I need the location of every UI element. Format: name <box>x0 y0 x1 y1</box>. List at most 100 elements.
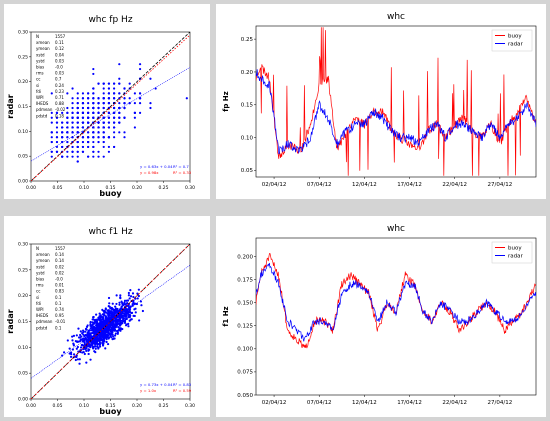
fit-line <box>31 67 190 162</box>
stat-name: xstd <box>36 52 45 57</box>
scatter-point <box>92 342 95 345</box>
scatter-point <box>119 296 122 299</box>
scatter-point <box>95 321 98 324</box>
scatter-point <box>97 155 100 158</box>
scatter-point <box>106 342 110 346</box>
fit-origin-equation: y = 0.98x <box>140 170 159 175</box>
scatter-point <box>80 335 83 338</box>
scatter-point <box>66 92 69 95</box>
scatter-point <box>79 333 82 337</box>
scatter-point <box>149 102 152 105</box>
scatter-point <box>126 312 129 315</box>
scatter-point <box>123 312 126 315</box>
scatter-point <box>101 334 105 337</box>
scatter-point <box>85 361 88 364</box>
y-tick-label: 0.15 <box>241 103 254 109</box>
scatter-point <box>113 111 116 114</box>
scatter-point <box>108 302 111 305</box>
scatter-point <box>92 92 95 95</box>
fit-equation: y = 0.63x + 0.04 <box>140 164 173 169</box>
scatter-point <box>81 92 85 95</box>
scatter-point <box>91 318 94 321</box>
scatter-point <box>128 308 131 312</box>
y-tick-label: 0.125 <box>237 324 253 330</box>
stat-value: -0.0 <box>55 277 63 282</box>
stat-value: 0.01 <box>55 283 64 288</box>
scatter-point <box>101 341 104 345</box>
scatter-point <box>92 330 95 333</box>
x-tick-label: 07/04/12 <box>307 400 332 406</box>
stat-name: WPI <box>36 95 44 100</box>
scatter-point <box>113 131 116 134</box>
x-tick-label: 27/04/12 <box>488 400 513 406</box>
scatter-point <box>96 327 99 330</box>
scatter-point <box>121 311 124 314</box>
scatter-point <box>111 333 114 336</box>
x-tick-label: 22/04/12 <box>442 400 467 406</box>
scatter-point <box>76 121 79 124</box>
stat-value: 0.14 <box>55 252 64 257</box>
scatter-point <box>104 307 107 310</box>
scatter-point <box>107 311 111 314</box>
scatter-point <box>76 102 79 105</box>
scatter-point <box>119 323 122 326</box>
y-tick-label: 0.10 <box>241 135 254 141</box>
y-tick-label: 0.25 <box>241 37 254 43</box>
scatter-point <box>107 87 111 90</box>
plot-area <box>31 244 190 399</box>
scatter-point <box>122 303 125 307</box>
scatter-point <box>81 106 85 110</box>
scatter-point <box>107 82 111 85</box>
y-tick-label: 0.100 <box>237 347 253 353</box>
scatter-point <box>121 327 124 331</box>
scatter-point <box>92 131 95 134</box>
scatter-point <box>87 121 90 124</box>
scatter-point <box>93 350 96 353</box>
scatter-point <box>68 347 71 350</box>
scatter-point <box>81 136 85 139</box>
scatter-point <box>94 345 97 348</box>
legend-label: radar <box>508 254 523 260</box>
scatter-point <box>137 294 140 298</box>
scatter-point <box>118 121 121 124</box>
scatter-point <box>118 63 121 66</box>
scatter-point <box>88 348 91 351</box>
scatter-point <box>87 111 90 114</box>
scatter-point <box>76 116 79 119</box>
scatter-point <box>97 126 100 129</box>
scatter-point <box>107 136 111 139</box>
scatter-point <box>76 126 79 129</box>
scatter-point <box>86 334 89 337</box>
scatter-point <box>117 326 120 329</box>
scatter-point <box>71 102 74 105</box>
scatter-point <box>104 347 107 350</box>
stat-value: 0.04 <box>55 52 64 57</box>
scatter-point <box>71 348 74 351</box>
scatter-point <box>149 77 152 80</box>
scatter-point <box>76 92 79 95</box>
scatter-point <box>72 334 76 337</box>
scatter-point <box>111 312 114 316</box>
stat-value: 0.95 <box>55 313 64 318</box>
scatter-point <box>149 106 152 110</box>
scatter-point <box>128 97 131 100</box>
scatter-point <box>123 116 126 119</box>
scatter-point <box>71 136 74 139</box>
stat-value: 0.71 <box>55 95 64 100</box>
scatter-point <box>97 140 100 144</box>
stat-name: rms <box>36 71 44 76</box>
x-tick-label: 0.15 <box>105 403 115 409</box>
scatter-point <box>87 352 90 356</box>
scatter-point <box>100 321 103 325</box>
scatter-point <box>119 294 122 297</box>
scatter-point <box>87 116 90 119</box>
scatter-point <box>92 87 95 90</box>
timeseries-panel-f1: whc 02/04/12 07/04/12 12/04/12 17/04/12 22/04… <box>216 216 546 417</box>
scatter-point <box>102 116 105 119</box>
scatter-point <box>115 318 118 321</box>
scatter-point <box>107 126 111 129</box>
legend-label: buoy <box>508 246 522 252</box>
scatter-point <box>75 347 78 350</box>
scatter-point <box>138 92 142 95</box>
x-axis-label: buoy <box>99 189 122 198</box>
